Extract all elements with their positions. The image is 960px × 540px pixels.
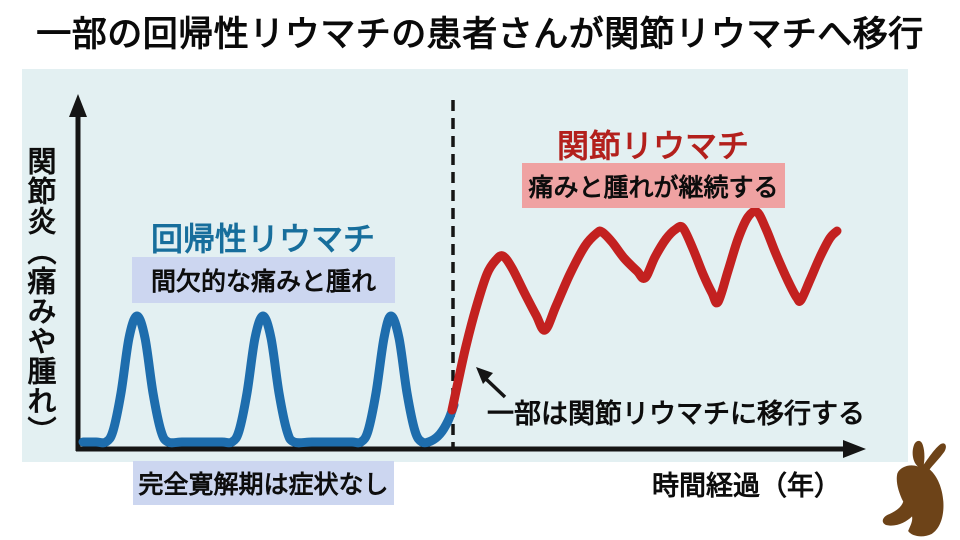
y-axis-label: 関節炎（痛みや腫れ） [23, 146, 55, 446]
ra-symptom-label: 痛みと腫れが継続する [522, 163, 785, 208]
ra-phase-heading: 関節リウマチ [556, 128, 749, 164]
transition-annotation: 一部は関節リウマチに移行する [487, 399, 865, 429]
page-title: 一部の回帰性リウマチの患者さんが関節リウマチへ移行 [36, 15, 924, 54]
palindromic-phase-heading: 回帰性リウマチ [150, 221, 375, 257]
remission-label: 完全寛解期は症状なし [133, 461, 394, 505]
x-axis-label: 時間経過（年） [652, 471, 841, 501]
rabbit-mascot-icon [882, 440, 946, 537]
palindromic-symptom-label: 間欠的な痛みと腫れ [132, 257, 395, 303]
